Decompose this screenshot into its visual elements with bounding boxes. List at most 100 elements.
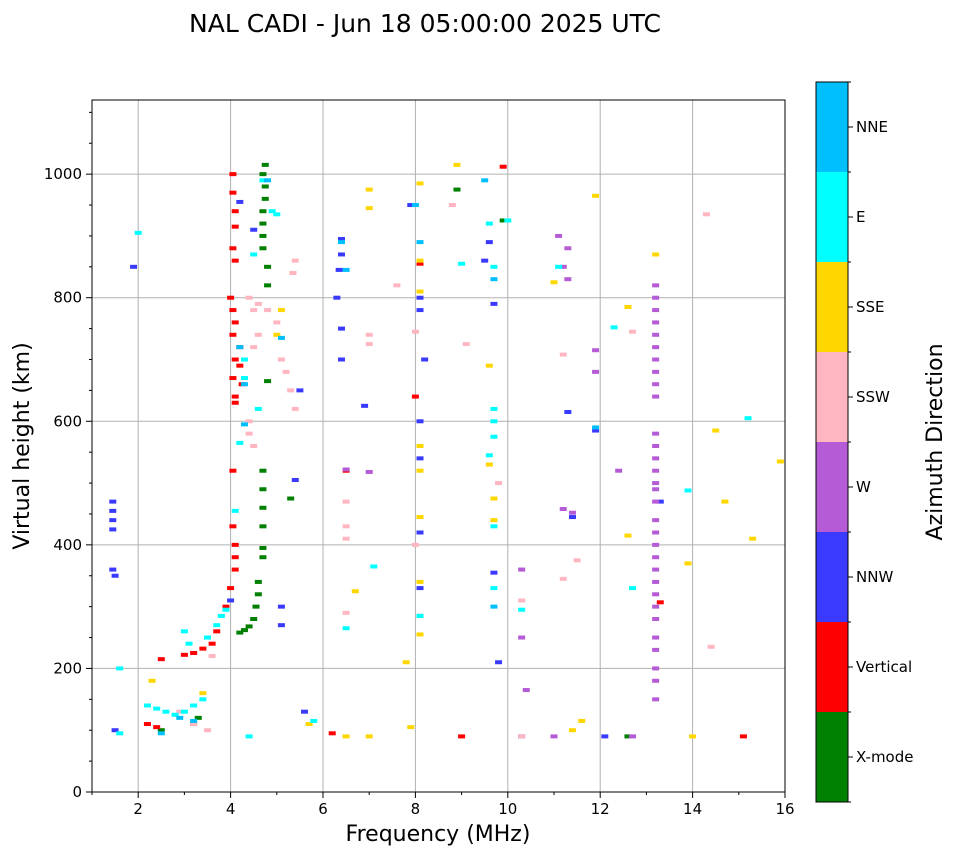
data-point	[624, 304, 632, 309]
data-point	[277, 308, 285, 313]
data-point	[592, 369, 600, 374]
data-point	[231, 567, 239, 572]
data-point	[652, 468, 660, 473]
data-point	[416, 258, 424, 263]
plot-background	[92, 100, 785, 792]
data-point	[277, 623, 285, 628]
data-point	[229, 172, 237, 177]
data-point	[254, 579, 262, 584]
data-point	[153, 706, 161, 711]
data-point	[550, 280, 558, 285]
data-point	[490, 604, 498, 609]
data-point	[416, 632, 424, 637]
data-point	[291, 477, 299, 482]
data-point	[416, 444, 424, 448]
data-point	[111, 728, 119, 733]
data-point	[652, 592, 660, 597]
data-point	[180, 629, 188, 634]
data-point	[416, 586, 424, 591]
data-point	[559, 352, 567, 357]
data-point	[208, 654, 216, 659]
data-point	[652, 579, 660, 584]
data-point	[365, 342, 373, 347]
data-point	[236, 630, 244, 635]
data-point	[652, 382, 660, 387]
data-point	[689, 734, 697, 739]
data-point	[231, 224, 239, 229]
data-point	[153, 725, 161, 730]
data-point	[342, 610, 350, 615]
data-point	[416, 295, 424, 300]
data-point	[229, 524, 237, 529]
data-point	[204, 635, 211, 640]
colorbar-segment	[816, 352, 848, 442]
data-point	[744, 416, 752, 421]
data-point	[652, 357, 660, 362]
data-point	[652, 332, 660, 337]
series-nnw	[109, 199, 664, 739]
data-point	[555, 264, 563, 269]
data-point	[342, 626, 350, 631]
data-point	[328, 731, 336, 736]
data-point	[245, 734, 253, 739]
data-point	[652, 394, 660, 399]
data-point	[245, 624, 253, 629]
data-point	[259, 209, 267, 214]
data-point	[416, 613, 424, 618]
data-point	[365, 206, 373, 211]
data-point	[250, 227, 258, 232]
data-point	[499, 164, 507, 169]
data-point	[231, 209, 239, 214]
y-axis-label: Virtual height (km)	[10, 342, 35, 549]
data-point	[601, 734, 609, 739]
y-tick-label: 1000	[44, 165, 82, 183]
data-point	[490, 264, 498, 269]
colorbar-tick-label: X-mode	[856, 748, 913, 766]
data-point	[250, 345, 258, 350]
data-point	[416, 261, 424, 266]
data-point	[231, 555, 239, 560]
data-point	[199, 697, 207, 702]
data-point	[236, 345, 244, 350]
axis-ticks: 2 4 6 8 10 12 14 16 0 200 400 600 800 1000	[44, 111, 795, 818]
data-point	[236, 199, 244, 204]
data-point	[185, 641, 193, 646]
data-point	[273, 320, 281, 325]
data-point	[157, 731, 165, 736]
series-e	[116, 178, 752, 739]
data-point	[652, 647, 660, 652]
data-point	[335, 267, 343, 272]
data-point	[504, 218, 512, 223]
data-point	[229, 332, 237, 337]
y-tick-label: 400	[53, 536, 82, 554]
plot-frame	[91, 99, 786, 793]
data-point	[416, 579, 424, 584]
colorbar-segment	[816, 712, 848, 802]
data-point	[453, 162, 461, 167]
data-point	[365, 332, 373, 337]
data-point	[296, 388, 304, 393]
data-point	[109, 567, 117, 572]
colorbar-tick-label: E	[856, 208, 865, 226]
data-point	[652, 369, 660, 374]
data-point	[652, 666, 660, 671]
data-point	[629, 586, 637, 591]
data-point	[652, 308, 660, 313]
data-point	[490, 419, 498, 424]
data-point	[518, 635, 526, 640]
data-point	[559, 264, 567, 269]
data-point	[684, 561, 692, 566]
data-point	[365, 469, 373, 474]
data-point	[254, 301, 262, 306]
data-point	[109, 518, 117, 523]
data-point	[407, 725, 415, 730]
data-point	[453, 187, 461, 192]
colorbar-tick-label: SSE	[856, 298, 885, 316]
data-point	[190, 722, 198, 727]
data-point	[277, 335, 285, 340]
data-point	[652, 283, 660, 288]
data-point	[652, 697, 660, 702]
colorbar-segment	[816, 172, 848, 262]
data-point	[411, 329, 419, 334]
data-point	[264, 178, 272, 183]
